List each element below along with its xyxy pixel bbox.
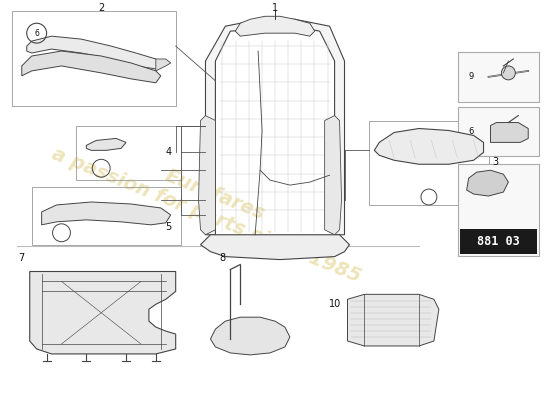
Bar [32,187,180,245]
Polygon shape [27,36,161,69]
Bar [76,126,180,180]
Text: 10: 10 [328,299,340,309]
Polygon shape [199,116,216,235]
Circle shape [502,66,515,80]
Bar [12,11,175,106]
Polygon shape [375,128,483,164]
Text: 5: 5 [166,222,172,232]
Polygon shape [324,116,342,235]
Text: 4: 4 [166,147,172,157]
Text: 6: 6 [468,127,474,136]
Polygon shape [156,59,170,71]
Text: 3: 3 [492,157,498,167]
Polygon shape [491,122,528,142]
Text: 1: 1 [272,3,278,13]
Polygon shape [30,272,175,354]
Text: 6: 6 [34,29,39,38]
Polygon shape [235,16,315,36]
Text: 7: 7 [19,252,25,262]
Polygon shape [211,317,290,355]
Polygon shape [22,51,161,83]
FancyBboxPatch shape [458,164,539,256]
FancyBboxPatch shape [458,52,539,102]
Polygon shape [86,138,126,150]
Text: Eurofares
a passion for parts since 1985: Eurofares a passion for parts since 1985 [49,124,372,286]
Text: 2: 2 [98,3,104,13]
Polygon shape [201,235,349,260]
Text: 881 03: 881 03 [477,235,520,248]
Text: 8: 8 [219,252,226,262]
Bar [370,120,488,205]
Polygon shape [466,170,508,196]
FancyBboxPatch shape [458,107,539,156]
Polygon shape [348,294,439,346]
Text: 9: 9 [468,72,473,81]
Bar [460,229,537,254]
Polygon shape [42,202,170,225]
Polygon shape [206,19,344,235]
